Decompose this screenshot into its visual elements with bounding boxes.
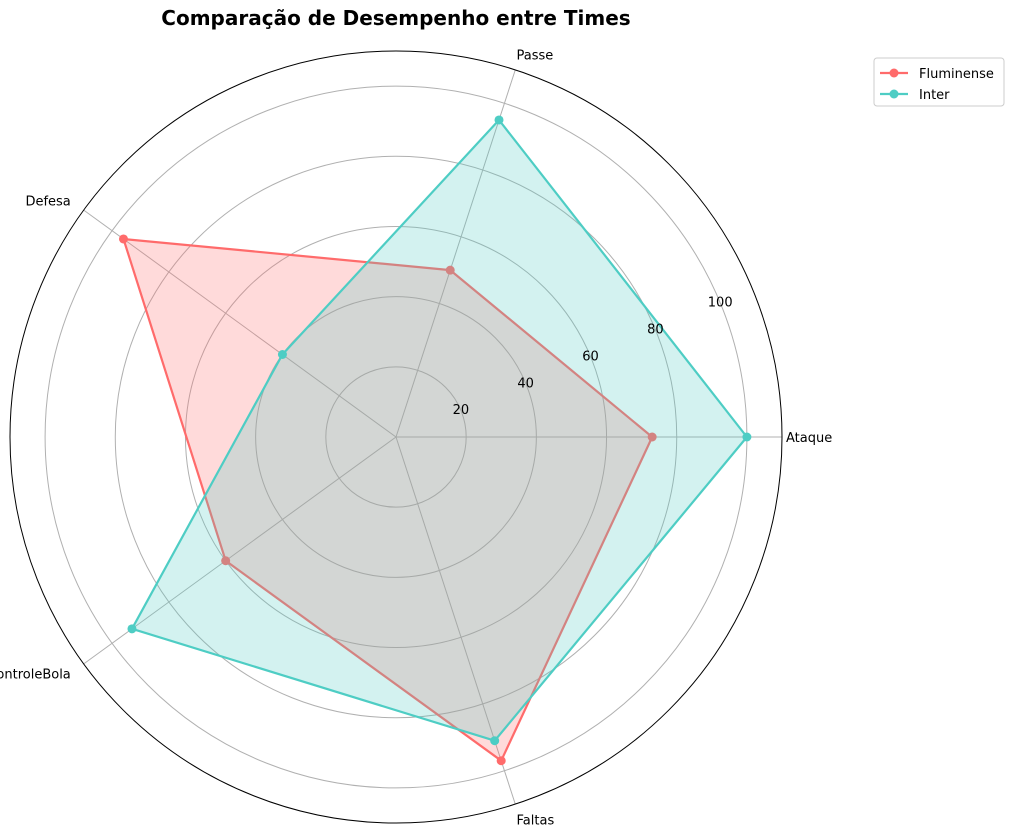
chart-title: Comparação de Desempenho entre Times [161, 6, 630, 30]
spoke-controlebola [83, 436, 397, 665]
radar-grid [9, 50, 783, 824]
spoke-defesa [83, 209, 397, 438]
radar-tick-labels: 20 40 60 80 100 [453, 296, 733, 418]
series-line-fluminense [122, 237, 654, 762]
point-inter-passe [494, 115, 504, 125]
tick-label-80: 80 [647, 323, 664, 338]
series-area-inter [132, 120, 747, 741]
point-fluminense-faltas [496, 756, 506, 766]
spoke-passe [395, 69, 516, 438]
radar-series [118, 115, 752, 766]
radar-axis-labels: Ataque Passe Defesa ControleBola Faltas [0, 49, 832, 829]
legend-label-fluminense: Fluminense [919, 67, 994, 82]
series-line-inter [130, 118, 749, 742]
point-fluminense-ataque [647, 432, 657, 442]
legend-marker-fluminense [889, 68, 899, 78]
tick-label-60: 60 [582, 349, 599, 364]
axis-label-passe: Passe [517, 49, 554, 64]
axis-label-ataque: Ataque [786, 431, 832, 446]
chart-legend: Fluminense Inter [873, 57, 1005, 107]
point-inter-controlebola [127, 624, 137, 634]
outer-frame [9, 50, 783, 824]
point-inter-faltas [490, 736, 500, 746]
series-area-fluminense [123, 239, 653, 761]
axis-label-defesa: Defesa [25, 195, 70, 210]
axis-label-faltas: Faltas [517, 813, 555, 828]
tick-label-40: 40 [517, 376, 534, 391]
point-fluminense-passe [445, 265, 455, 275]
point-fluminense-defesa [118, 234, 128, 244]
axis-label-controlebola: ControleBola [0, 667, 71, 682]
point-inter-defesa [277, 349, 287, 359]
tick-label-20: 20 [453, 403, 470, 418]
tick-label-100: 100 [708, 296, 733, 311]
legend-marker-inter [889, 89, 899, 99]
legend-label-inter: Inter [919, 88, 950, 103]
point-inter-ataque [742, 432, 752, 442]
point-fluminense-controlebola [221, 556, 231, 566]
